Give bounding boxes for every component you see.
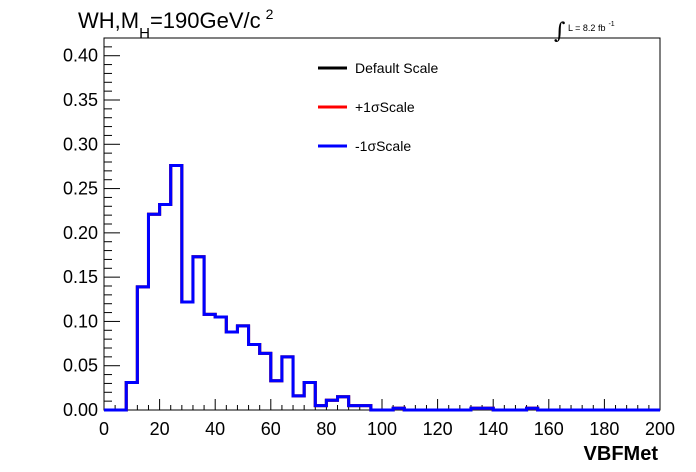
y-tick-label: 0.00 — [63, 400, 98, 420]
legend-label: -1σScale — [355, 138, 411, 154]
x-tick-label: 120 — [423, 419, 453, 439]
x-axis-label: VBFMet — [584, 443, 659, 465]
x-tick-label: 200 — [645, 419, 675, 439]
luminosity-text: L = 8.2 fb — [568, 23, 605, 33]
y-tick-label: 0.35 — [63, 90, 98, 110]
y-tick-label: 0.40 — [63, 46, 98, 66]
x-tick-label: 140 — [478, 419, 508, 439]
x-tick-label: 60 — [261, 419, 281, 439]
axes-group: 0 20 40 60 80 100 120 140 160 180 200 0.00 0.05 0.10 0… — [63, 37, 675, 439]
y-tick-label: 0.25 — [63, 179, 98, 199]
legend-label: +1σScale — [355, 99, 415, 115]
y-tick-label: 0.10 — [63, 311, 98, 331]
histogram-series-group — [104, 164, 660, 412]
x-tick-label: 160 — [534, 419, 564, 439]
svg-text:L = 8.2 fb-1: L = 8.2 fb -1 — [568, 21, 615, 33]
legend-label: Default Scale — [355, 60, 438, 76]
y-tick-label: 0.20 — [63, 223, 98, 243]
histogram-series-3 — [104, 164, 660, 412]
x-tick-label: 20 — [150, 419, 170, 439]
x-tick-label: 100 — [367, 419, 397, 439]
x-tick-label: 80 — [316, 419, 336, 439]
luminosity-exponent: -1 — [608, 21, 614, 28]
y-tick-label: 0.30 — [63, 134, 98, 154]
legend: Default Scale +1σScale -1σScale — [318, 60, 438, 154]
y-tick-label: 0.05 — [63, 356, 98, 376]
x-tick-label: 180 — [589, 419, 619, 439]
x-tick-label: 0 — [99, 419, 109, 439]
chart-title: WH,MH=190GeV/c 2 — [78, 6, 274, 42]
y-tick-label: 0.15 — [63, 267, 98, 287]
integral-symbol: ∫ — [554, 19, 566, 44]
x-tick-label: 40 — [205, 419, 225, 439]
